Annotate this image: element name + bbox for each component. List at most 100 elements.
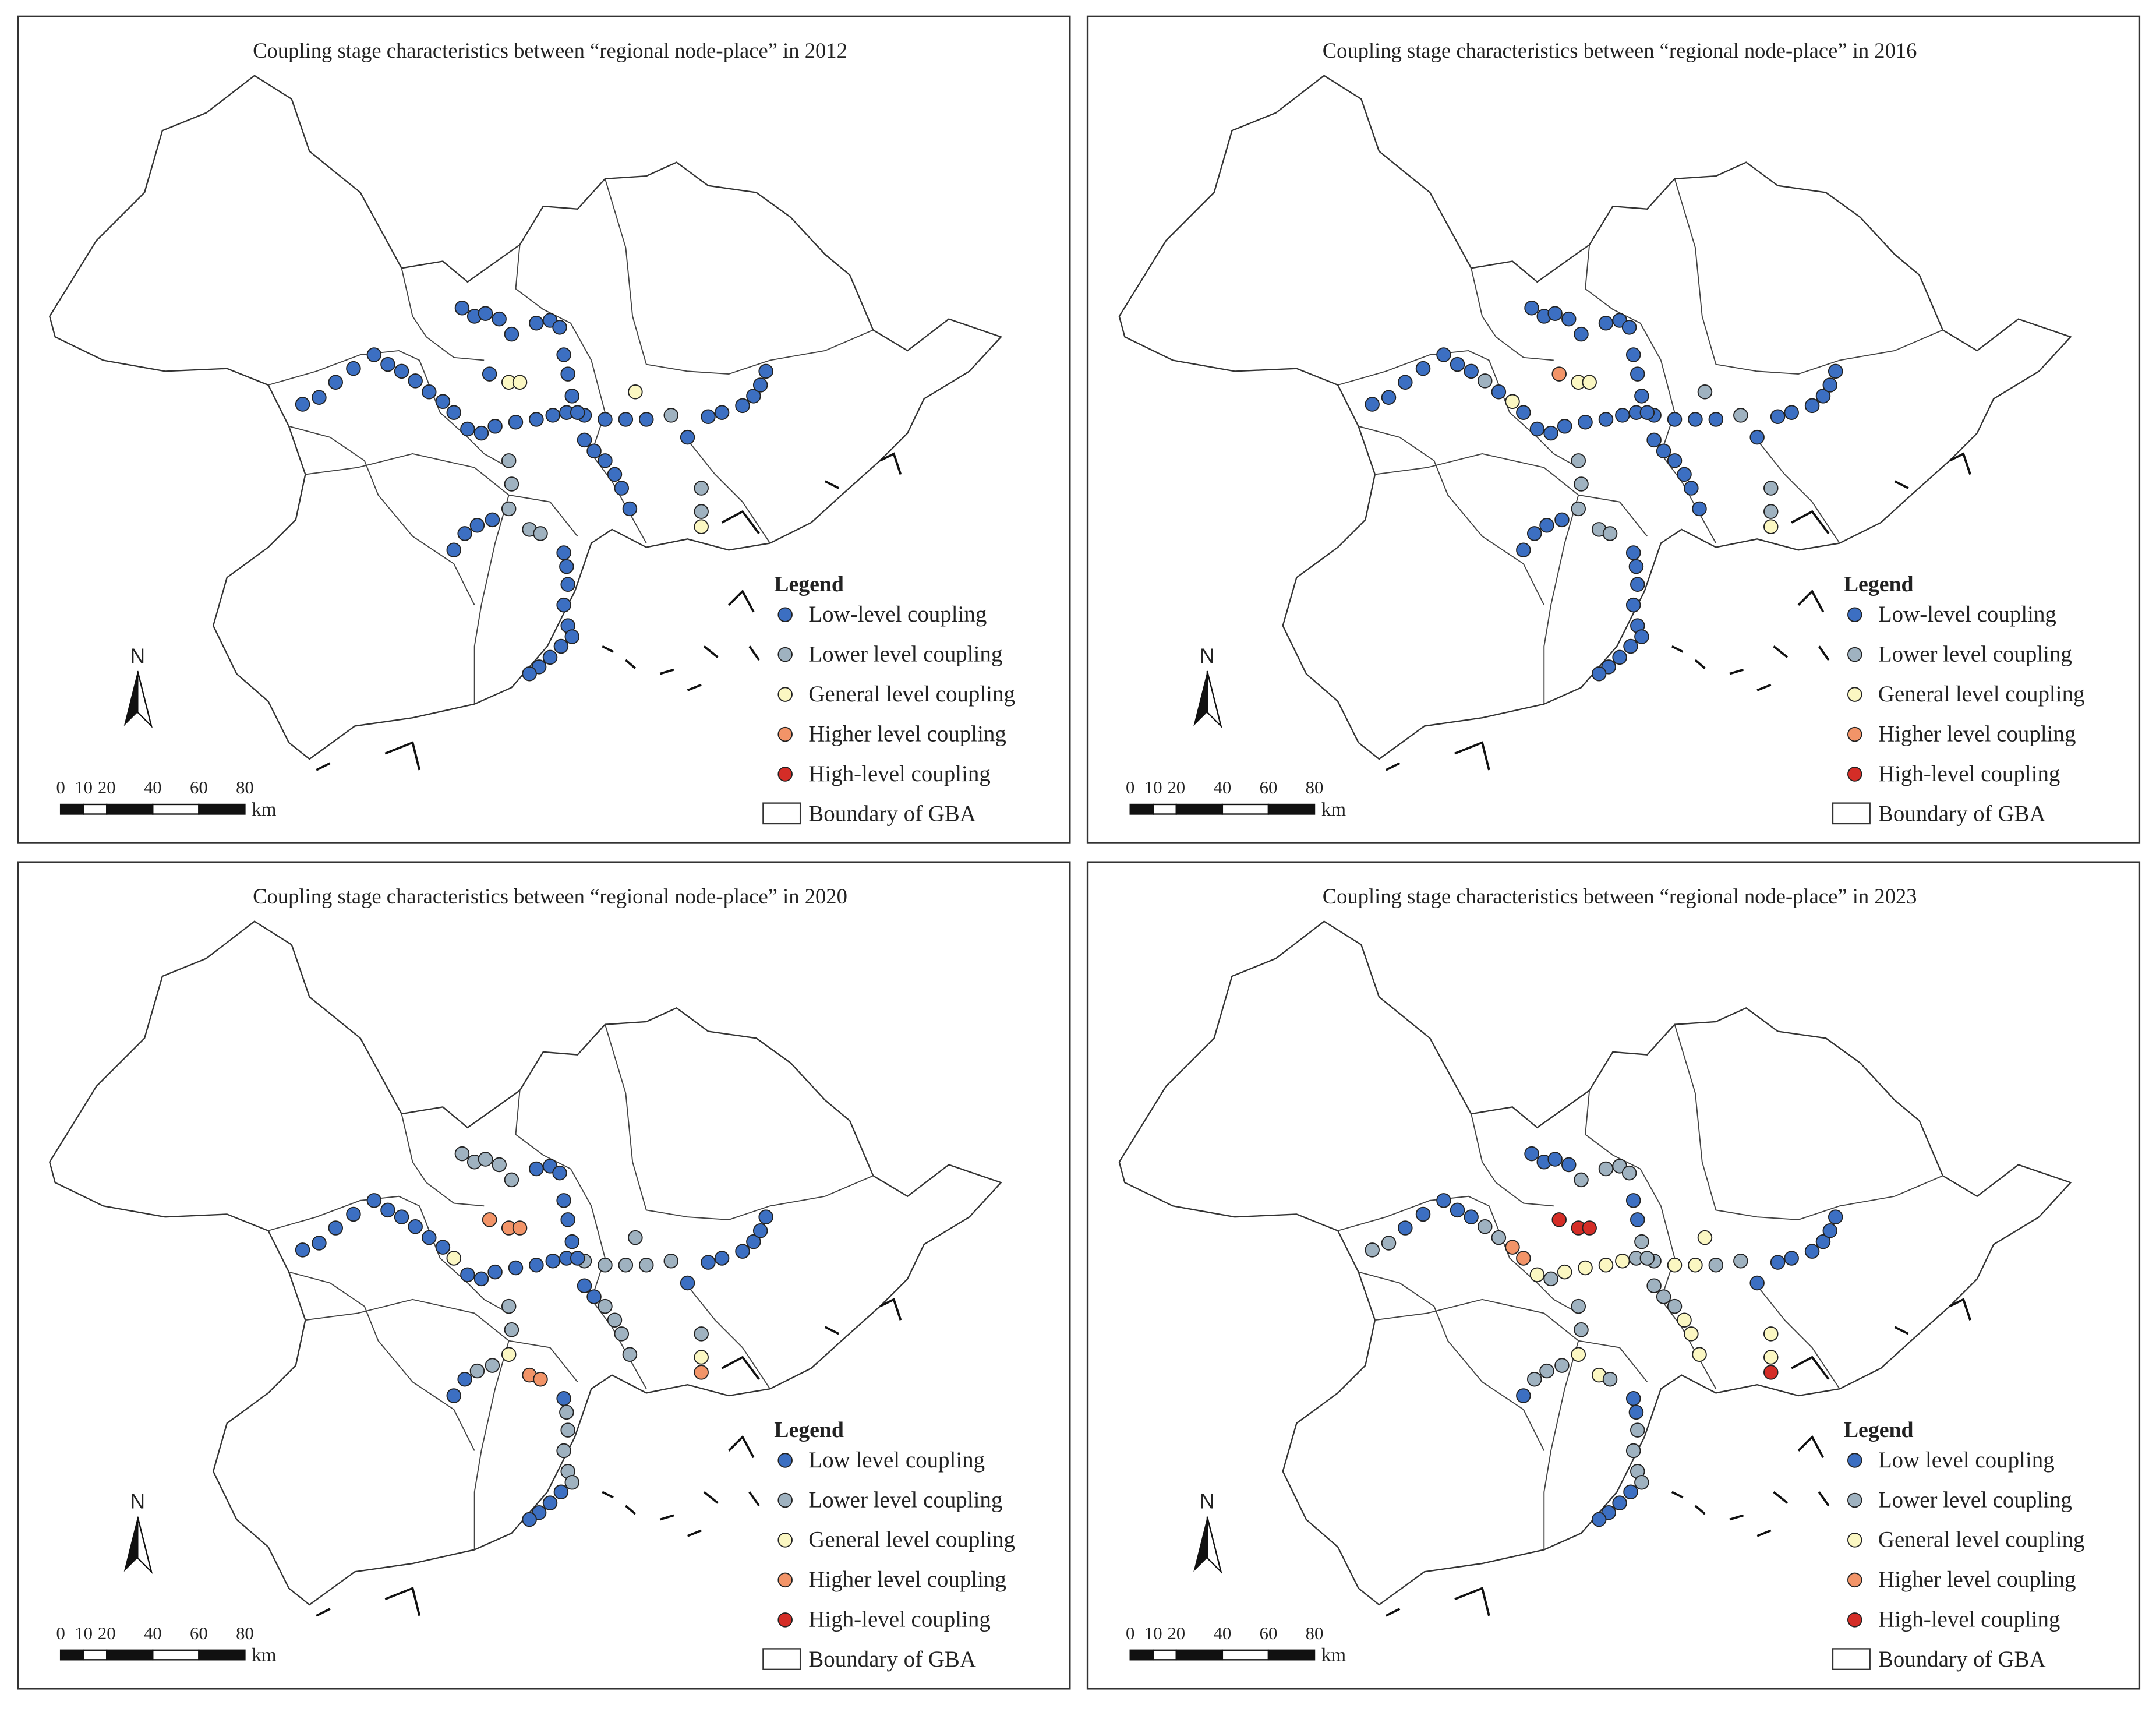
- station-marker: [446, 1388, 462, 1403]
- legend-label: High-level coupling: [1878, 1607, 2060, 1632]
- station-marker: [639, 412, 654, 427]
- island: [1797, 589, 1825, 613]
- legend-label: General level coupling: [1878, 1527, 2085, 1552]
- station-marker: [1554, 512, 1570, 528]
- legend-label: Lower level coupling: [1878, 641, 2072, 666]
- city-boundary: [1756, 1285, 1840, 1389]
- island: [1694, 1505, 1706, 1515]
- city-boundary: [687, 439, 771, 543]
- scale-label: 40: [1214, 1623, 1232, 1643]
- station-marker: [1464, 363, 1479, 379]
- station-marker: [628, 1230, 643, 1245]
- station-marker: [1598, 1258, 1614, 1273]
- station-marker: [1667, 412, 1683, 427]
- station-marker: [542, 1495, 558, 1510]
- station-marker: [553, 638, 569, 654]
- station-marker: [1436, 347, 1451, 362]
- station-marker: [598, 453, 613, 468]
- station-marker: [533, 526, 548, 541]
- station-marker: [694, 504, 709, 519]
- station-marker: [1557, 419, 1572, 434]
- legend-label: General level coupling: [808, 682, 1015, 707]
- city-boundary: [687, 1285, 771, 1389]
- legend-marker: [777, 687, 793, 702]
- scale-segment: [83, 1649, 108, 1661]
- legend-label: Higher level coupling: [808, 1567, 1006, 1592]
- station-marker: [1464, 1209, 1479, 1224]
- station-marker: [1634, 1475, 1649, 1490]
- station-marker: [512, 1220, 528, 1236]
- city-boundary: [268, 350, 510, 468]
- station-marker: [1529, 1267, 1545, 1283]
- island: [602, 1491, 614, 1499]
- island: [316, 762, 331, 771]
- station-marker: [487, 419, 503, 434]
- map-panel: Coupling stage characteristics between “…: [1086, 15, 2141, 844]
- station-marker: [1547, 306, 1563, 321]
- scale-label: 80: [1306, 1623, 1324, 1643]
- station-marker: [560, 577, 575, 592]
- legend-label: Low level coupling: [1878, 1448, 2055, 1473]
- city-boundary: [401, 268, 485, 361]
- legend-marker: [777, 1492, 793, 1508]
- station-marker: [1574, 326, 1589, 342]
- legend-label: High-level coupling: [808, 1607, 991, 1632]
- island: [879, 1298, 902, 1321]
- legend-label: General level coupling: [1878, 682, 2085, 707]
- station-marker: [639, 1258, 654, 1273]
- station-marker: [1591, 666, 1607, 682]
- station-marker: [1415, 361, 1431, 376]
- scale-label: 60: [1260, 778, 1278, 797]
- station-marker: [545, 408, 560, 423]
- legend-marker: [777, 1533, 793, 1548]
- north-arrow: [123, 670, 138, 726]
- station-marker: [618, 1258, 634, 1273]
- legend-boundary-swatch: [762, 802, 801, 825]
- station-marker: [346, 1206, 361, 1222]
- station-marker: [1529, 421, 1545, 437]
- island: [602, 645, 614, 653]
- station-marker: [366, 347, 382, 362]
- island: [1791, 1356, 1830, 1380]
- legend-label: Lower level coupling: [808, 641, 1002, 666]
- scale-segment: [59, 803, 84, 815]
- station-marker: [1763, 1365, 1779, 1380]
- station-marker: [312, 390, 327, 405]
- station-marker: [522, 666, 537, 682]
- scale-label: 80: [1306, 778, 1324, 797]
- north-label: N: [130, 1490, 146, 1513]
- station-marker: [1688, 1258, 1703, 1273]
- station-marker: [564, 1475, 580, 1490]
- station-marker: [622, 501, 638, 517]
- station-marker: [1667, 1258, 1683, 1273]
- station-marker: [312, 1236, 327, 1251]
- island: [703, 1491, 719, 1504]
- station-marker: [1561, 1157, 1577, 1173]
- legend-marker: [1847, 1453, 1862, 1468]
- scale-label: 20: [1167, 778, 1185, 797]
- scale-segment: [1221, 803, 1270, 815]
- station-marker: [422, 1230, 437, 1245]
- station-marker: [1770, 409, 1786, 425]
- station-marker: [1557, 1264, 1572, 1280]
- station-marker: [680, 1275, 695, 1291]
- legend-marker: [1847, 767, 1862, 782]
- station-marker: [487, 1264, 503, 1280]
- city-boundary: [508, 1340, 578, 1383]
- north-arrow: [123, 1516, 138, 1572]
- map-panel: Coupling stage characteristics between “…: [17, 15, 1071, 844]
- station-marker: [1478, 1219, 1493, 1234]
- station-marker: [485, 1358, 500, 1373]
- station-marker: [1591, 1512, 1607, 1527]
- legend-marker: [777, 647, 793, 662]
- station-marker: [1578, 414, 1593, 430]
- legend-marker: [777, 767, 793, 782]
- scale-segment: [152, 803, 200, 815]
- station-marker: [1543, 1271, 1558, 1287]
- scale-label: 20: [98, 1623, 116, 1643]
- station-marker: [552, 320, 567, 335]
- station-marker: [694, 1350, 709, 1365]
- scale-label: 80: [236, 778, 254, 797]
